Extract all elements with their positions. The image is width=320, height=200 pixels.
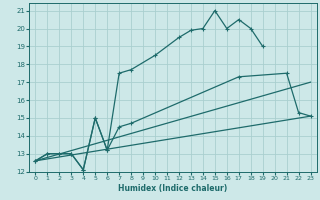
X-axis label: Humidex (Indice chaleur): Humidex (Indice chaleur) <box>118 184 228 193</box>
